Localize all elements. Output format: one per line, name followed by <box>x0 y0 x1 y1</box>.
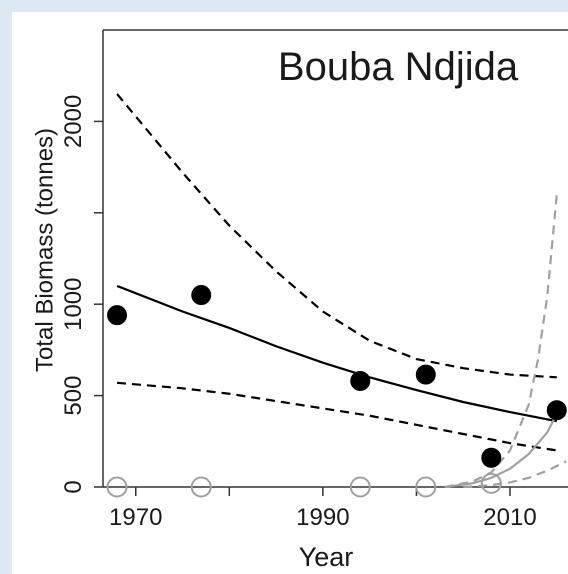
open-point <box>190 476 212 498</box>
open-point <box>415 476 437 498</box>
x-axis-label: Year <box>299 542 354 572</box>
point <box>191 285 212 306</box>
open-point <box>349 476 371 498</box>
open-point <box>106 476 128 498</box>
y-tick-label: 0 <box>60 480 87 493</box>
curve <box>116 381 557 452</box>
chart-title: Bouba Ndjida <box>278 45 519 89</box>
point <box>415 364 436 385</box>
curve <box>444 194 558 489</box>
curve <box>444 413 558 489</box>
y-tick-label: 1000 <box>60 278 87 331</box>
point <box>546 400 567 421</box>
point <box>350 370 371 391</box>
open-point <box>480 472 502 494</box>
y-tick-label: 2000 <box>60 95 87 148</box>
point <box>481 447 502 468</box>
curve <box>116 284 557 423</box>
x-tick-label: 2010 <box>483 504 536 531</box>
y-axis-label: Total Biomass (tonnes) <box>31 128 58 372</box>
x-tick-label: 1970 <box>109 504 162 531</box>
y-tick-label: 500 <box>60 376 87 416</box>
curve <box>463 460 567 489</box>
curve <box>116 93 557 379</box>
x-tick-label: 1990 <box>296 504 349 531</box>
point <box>107 305 128 326</box>
